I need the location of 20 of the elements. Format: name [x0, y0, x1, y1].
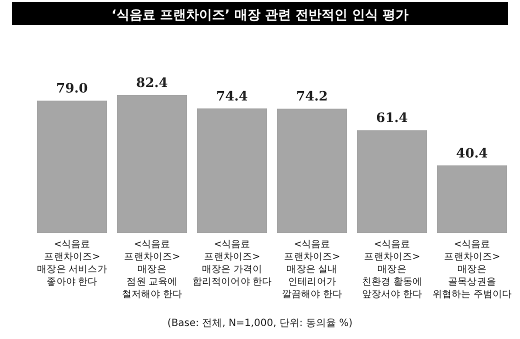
data-label: 61.4 [376, 111, 408, 126]
x-tick-label: <식음료 프랜차이즈> 매장은 골목상권을 위협하는 주범이다 [432, 239, 512, 300]
data-label: 40.4 [456, 146, 488, 162]
data-label: 79.0 [56, 82, 88, 97]
data-label: 82.4 [136, 76, 168, 91]
data-label: 74.2 [296, 90, 328, 105]
text: (Base: 전체, N=1,000, 단위: 동의율 %) [167, 318, 353, 329]
bar [37, 100, 107, 233]
bar [437, 165, 507, 233]
bar [277, 108, 347, 233]
bar [197, 108, 267, 233]
chart-title: ‘식음료 프랜차이즈’ 매장 관련 전반적인 인식 평가 [111, 8, 409, 23]
x-tick-label: <식음료 프랜차이즈> 매장은 점원 교육에 철저해야 한다 [122, 239, 183, 300]
x-tick-label: <식음료 프랜차이즈> 매장은 친환경 활동에 앞장서야 한다 [362, 239, 423, 300]
data-label: 74.4 [216, 89, 248, 104]
bar [117, 95, 187, 233]
x-tick-label: <식음료 프랜차이즈> 매장은 가격이 합리적이어야 한다 [192, 239, 272, 288]
x-tick-label: <식음료 프랜차이즈> 매장은 서비스가 좋아야 한다 [37, 239, 108, 288]
bar [357, 130, 427, 233]
x-tick-label: <식음료 프랜차이즈> 매장은 실내 인테리어가 깔끔해야 한다 [282, 239, 343, 300]
